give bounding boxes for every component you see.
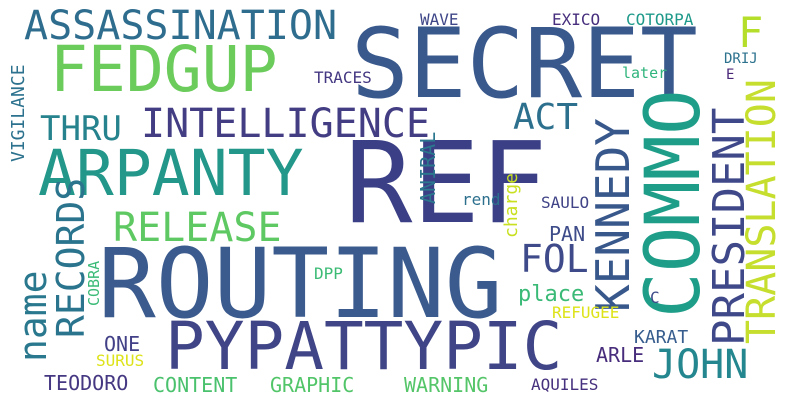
word-commo: COMMO (628, 89, 717, 318)
word-saulo: SAULO (541, 193, 590, 212)
word-content: CONTENT (153, 373, 238, 397)
word-secret: SECRET (351, 8, 698, 120)
word-release: RELEASE (113, 205, 282, 251)
word-warning: WARNING (404, 373, 489, 397)
word-arpanty: ARPANTY (38, 137, 304, 210)
word-vigilance: VIGILANCE (8, 64, 29, 162)
word-records: RECORDS (49, 177, 93, 338)
word-karat: KARAT (634, 327, 689, 348)
word-name: name (11, 270, 55, 362)
word-john: JOHN (652, 342, 749, 388)
word-intelligence: INTELLIGENCE (141, 101, 430, 147)
word-c: C (650, 288, 660, 307)
word-surus: SURUS (96, 351, 145, 370)
word-fol: FOL (520, 237, 589, 281)
word-aniral: ANIRAL (416, 131, 440, 204)
word-cotorpa: COTORPA (626, 10, 694, 29)
word-traces: TRACES (314, 68, 372, 87)
word-place: place (518, 282, 585, 307)
word-graphic: GRAPHIC (270, 373, 355, 397)
word-act: ACT (513, 97, 579, 138)
word-kennedy: KENNEDY (586, 118, 640, 312)
word-drij: DRIJ (724, 51, 758, 67)
word-ref: REF (345, 119, 548, 249)
word-routing: ROUTING (98, 228, 503, 340)
word-exico: EXICO (552, 10, 601, 29)
word-fedgup: FEDGUP (50, 33, 278, 106)
word-dpp: DPP (314, 264, 343, 283)
word-cobra: COBRA (85, 260, 103, 306)
word-pan: PAN (549, 222, 586, 246)
word-later: later (622, 64, 668, 82)
word-aquiles: AQUILES (531, 375, 599, 394)
word-thru: THRU (40, 109, 122, 149)
word-wave: WAVE (420, 10, 459, 29)
word-charge: charge (501, 172, 522, 238)
word-e: E (726, 67, 735, 83)
word-arle: ARLE (596, 343, 645, 367)
word-rend: rend (462, 190, 501, 209)
word-f: F (738, 8, 764, 57)
word-pypattypic: PYPATTYPIC (165, 308, 563, 385)
word-translation: TRANSLATION (739, 79, 785, 344)
word-teodoro: TEODORO (44, 371, 129, 395)
word-refugee: REFUGEE (552, 303, 620, 322)
word-one: ONE (104, 332, 141, 356)
word-assassination: ASSASSINATION (24, 3, 338, 49)
